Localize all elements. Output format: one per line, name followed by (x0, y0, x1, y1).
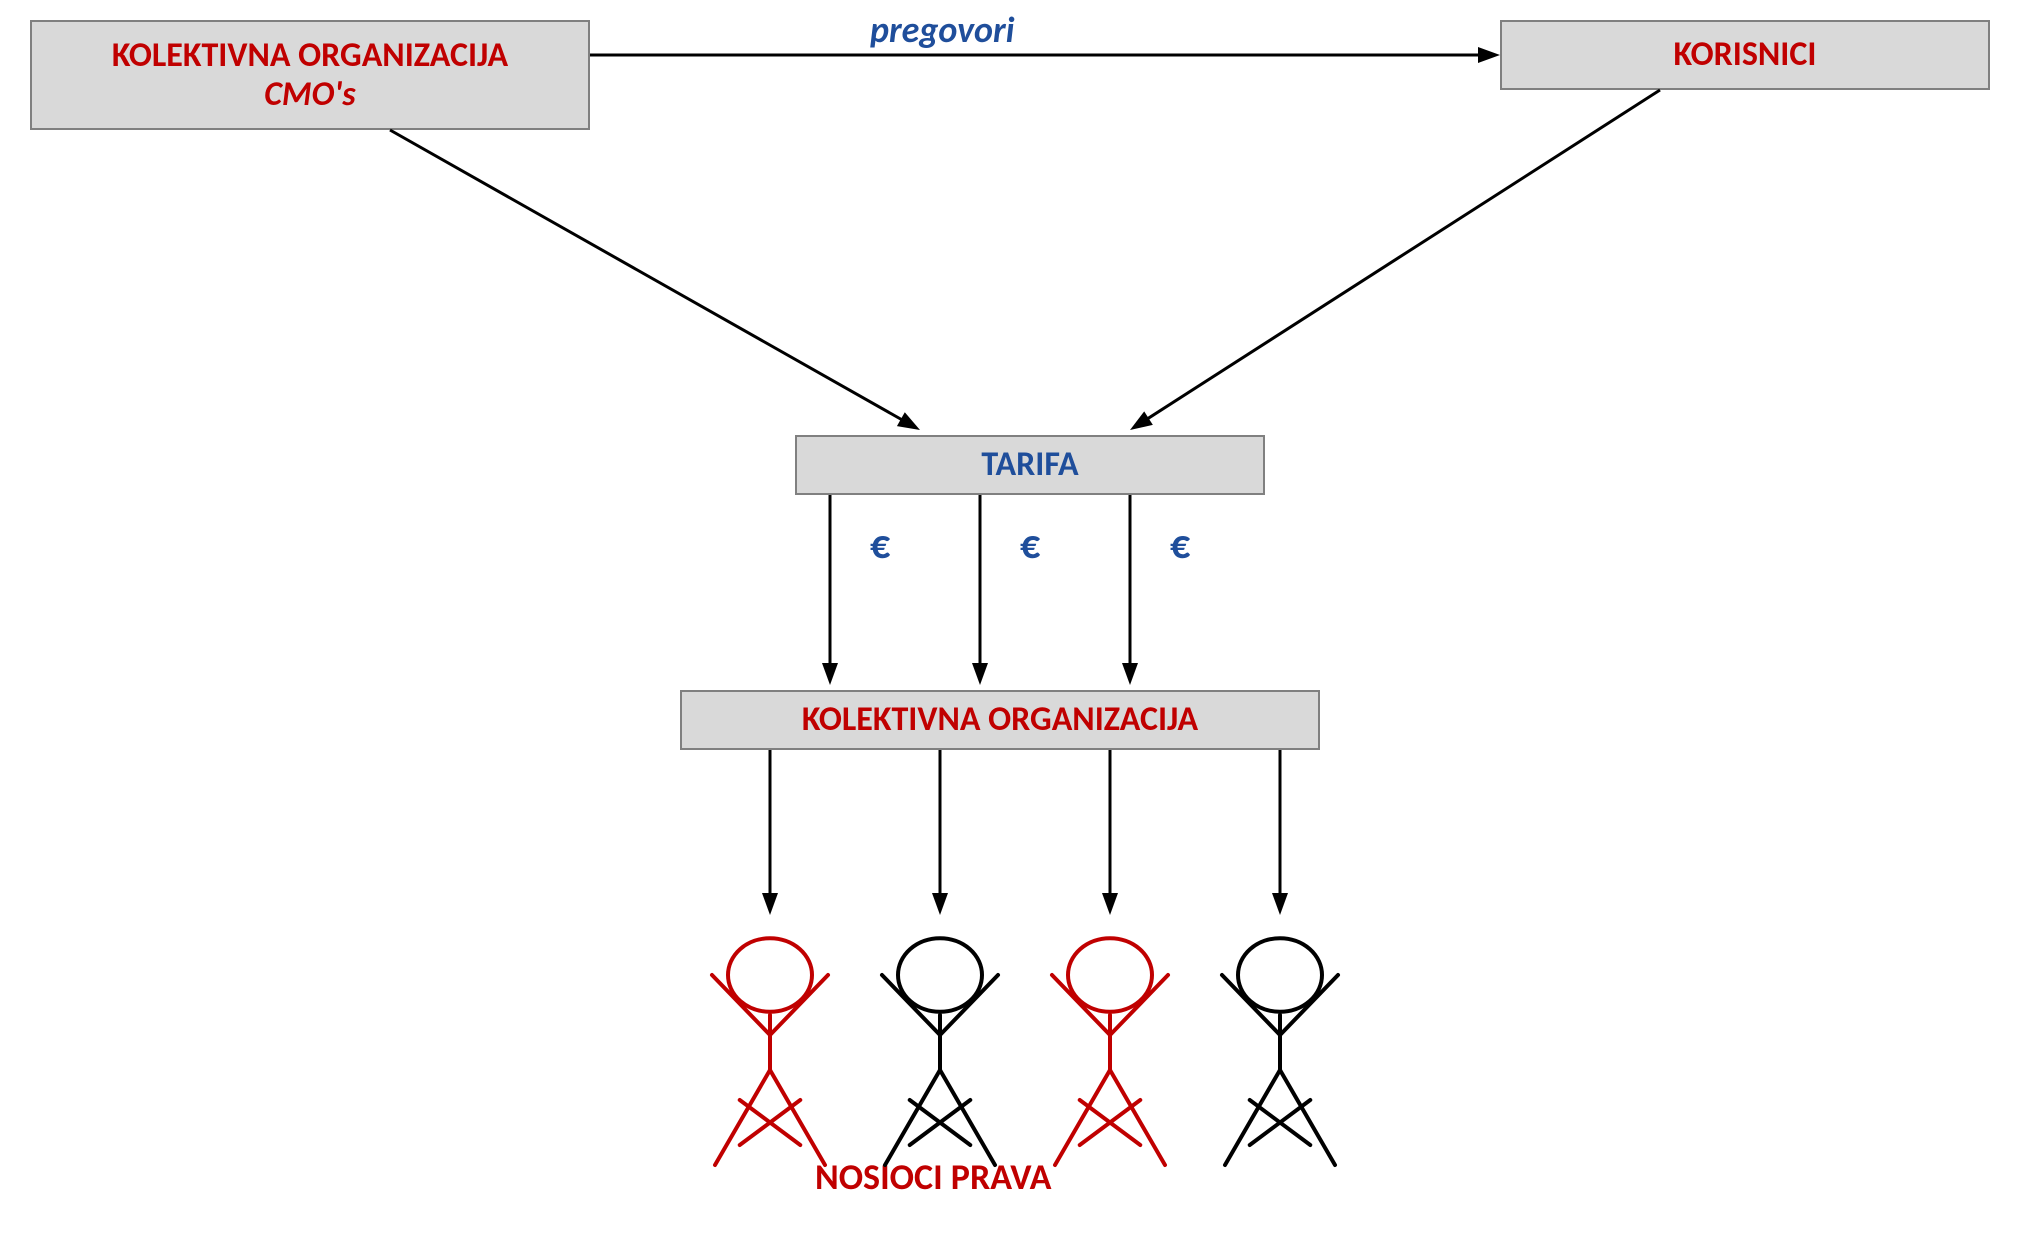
tarifa-to-ko2-a (822, 495, 838, 685)
person-2 (882, 938, 998, 1165)
person-1 (712, 938, 828, 1165)
box-cmo: KOLEKTIVNA ORGANIZACIJA CMO's (30, 20, 590, 130)
box-cmo-line2: CMO's (264, 75, 355, 114)
ko2-to-p2 (932, 750, 948, 915)
person-3 (1052, 938, 1168, 1165)
tarifa-to-ko2-b (972, 495, 988, 685)
cmo-to-tarifa (390, 130, 920, 430)
label-pregovori: pregovori (870, 8, 1015, 52)
box-cmo-line1: KOLEKTIVNA ORGANIZACIJA (112, 36, 508, 75)
label-nosioci-prava: NOSIOCI PRAVA (815, 1155, 1051, 1199)
box-kolektivna-2-text: KOLEKTIVNA ORGANIZACIJA (802, 700, 1198, 739)
person-4 (1222, 938, 1338, 1165)
box-korisnici: KORISNICI (1500, 20, 1990, 90)
box-kolektivna-2: KOLEKTIVNA ORGANIZACIJA (680, 690, 1320, 750)
svg-overlay (0, 0, 2032, 1245)
ko2-to-p4 (1272, 750, 1288, 915)
euro-icon-1: € (870, 520, 890, 569)
euro-icon-3: € (1170, 520, 1190, 569)
box-korisnici-text: KORISNICI (1674, 35, 1817, 74)
korisnici-to-tarifa (1130, 90, 1660, 430)
ko2-to-p1 (762, 750, 778, 915)
tarifa-to-ko2-c (1122, 495, 1138, 685)
cmo-to-korisnici (590, 47, 1500, 63)
diagram-canvas: KOLEKTIVNA ORGANIZACIJA CMO's KORISNICI … (0, 0, 2032, 1245)
euro-icon-2: € (1020, 520, 1040, 569)
box-tarifa-text: TARIFA (981, 445, 1078, 484)
box-tarifa: TARIFA (795, 435, 1265, 495)
ko2-to-p3 (1102, 750, 1118, 915)
